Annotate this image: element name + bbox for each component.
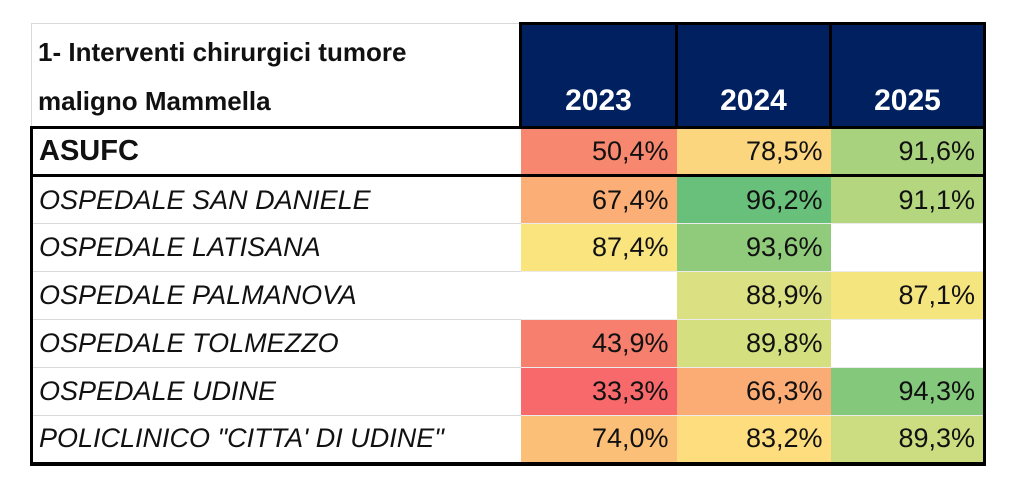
table-row-latisana: OSPEDALE LATISANA 87,4% 93,6% xyxy=(30,223,986,272)
value-cell-2023 xyxy=(520,271,677,320)
value-cell-2024: 93,6% xyxy=(676,223,831,272)
row-name: POLICLINICO "CITTA' DI UDINE" xyxy=(30,415,521,466)
row-name: OSPEDALE TOLMEZZO xyxy=(30,319,521,368)
value-cell-2024: 96,2% xyxy=(676,175,831,224)
row-name: OSPEDALE LATISANA xyxy=(30,223,521,272)
value-cell-2025: 91,1% xyxy=(830,175,986,224)
value-cell-2023: 43,9% xyxy=(520,319,677,368)
value-cell-2025: 89,3% xyxy=(830,415,986,466)
value-cell-2024: 89,8% xyxy=(676,319,831,368)
report-table: 1- Interventi chirurgici tumore maligno … xyxy=(30,22,986,466)
value-cell-2025: 87,1% xyxy=(830,271,986,320)
value-cell-2023: 50,4% xyxy=(520,126,677,177)
value-cell-2024: 66,3% xyxy=(676,367,831,416)
year-header-2024: 2024 xyxy=(675,22,832,129)
row-name: OSPEDALE SAN DANIELE xyxy=(30,175,521,224)
value-cell-2025 xyxy=(830,319,986,368)
value-cell-2024: 83,2% xyxy=(676,415,831,466)
row-name: OSPEDALE UDINE xyxy=(30,367,521,416)
value-cell-2023: 67,4% xyxy=(520,175,677,224)
table-row-san-daniele: OSPEDALE SAN DANIELE 67,4% 96,2% 91,1% xyxy=(30,175,986,224)
value-cell-2023: 33,3% xyxy=(520,367,677,416)
value-cell-2024: 78,5% xyxy=(676,126,831,177)
value-cell-2025 xyxy=(830,223,986,272)
row-name: ASUFC xyxy=(30,126,521,177)
table-row-policlinico: POLICLINICO "CITTA' DI UDINE" 74,0% 83,2… xyxy=(30,415,986,466)
table-row-asufc: ASUFC 50,4% 78,5% 91,6% xyxy=(30,126,986,177)
header-row: 1- Interventi chirurgici tumore maligno … xyxy=(31,22,986,129)
table-title-line2: maligno Mammella xyxy=(38,86,271,116)
table-title-line1: 1- Interventi chirurgici tumore xyxy=(38,37,407,67)
table-row-palmanova: OSPEDALE PALMANOVA 88,9% 87,1% xyxy=(30,271,986,320)
value-cell-2025: 91,6% xyxy=(830,126,986,177)
year-header-2025: 2025 xyxy=(829,22,986,129)
row-name: OSPEDALE PALMANOVA xyxy=(30,271,521,320)
table-row-tolmezzo: OSPEDALE TOLMEZZO 43,9% 89,8% xyxy=(30,319,986,368)
year-header-2023: 2023 xyxy=(519,22,678,129)
value-cell-2025: 94,3% xyxy=(830,367,986,416)
table-title: 1- Interventi chirurgici tumore maligno … xyxy=(31,23,521,128)
value-cell-2024: 88,9% xyxy=(676,271,831,320)
table-row-udine: OSPEDALE UDINE 33,3% 66,3% 94,3% xyxy=(30,367,986,416)
value-cell-2023: 74,0% xyxy=(520,415,677,466)
value-cell-2023: 87,4% xyxy=(520,223,677,272)
